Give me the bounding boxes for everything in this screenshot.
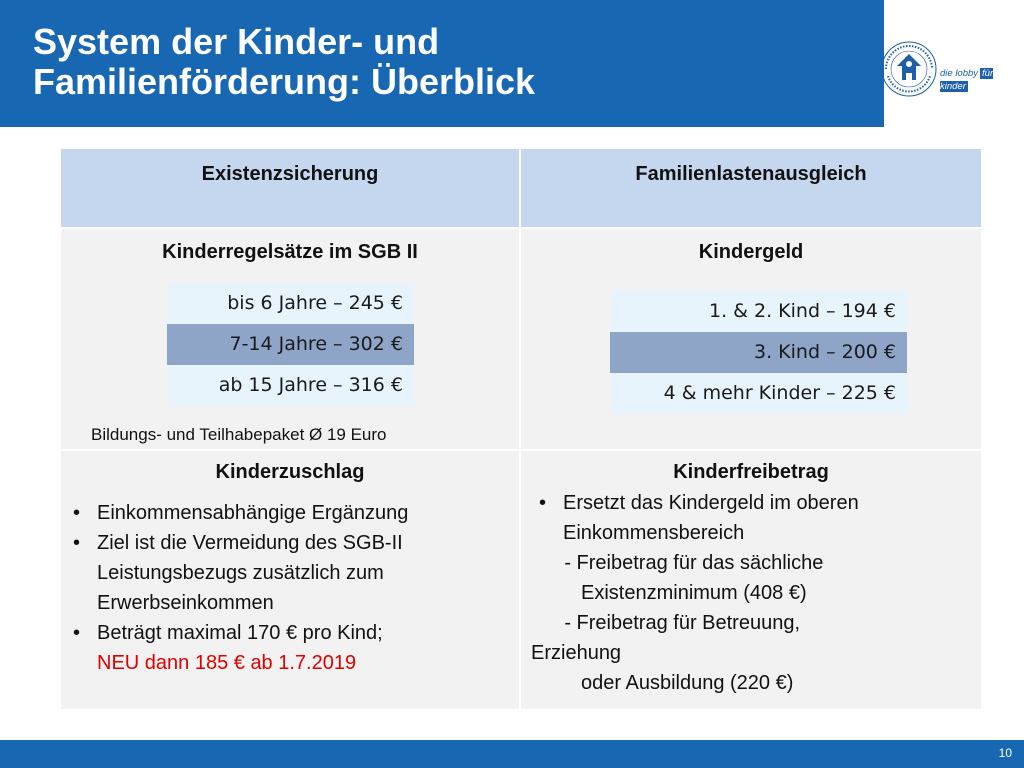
title-bar: System der Kinder- und Familienförderung… <box>0 0 884 127</box>
cell-title: Kinderfreibetrag <box>673 461 829 483</box>
list-item-text: Ersetzt das Kindergeld im oberen Einkomm… <box>563 492 859 544</box>
bullet-icon: • <box>73 622 81 644</box>
overview-table: Existenzsicherung Familienlastenausgleic… <box>61 149 981 709</box>
cell-kinderfreibetrag: Kinderfreibetrag • Ersetzt das Kindergel… <box>521 451 981 709</box>
rate-row: 3. Kind – 200 € <box>610 332 907 373</box>
text-line: - Freibetrag für Betreuung, <box>531 612 801 634</box>
bullet-icon: • <box>539 492 547 514</box>
dksb-logo <box>881 41 937 97</box>
list-item-text: Beträgt maximal 170 € pro Kind; <box>97 622 383 644</box>
cell-kindergeld: Kindergeld 1. & 2. Kind – 194 € 3. Kind … <box>521 229 981 449</box>
list-item: • Ziel ist die Vermeidung des SGB-II Lei… <box>65 528 511 618</box>
highlight-text: NEU dann 185 € ab 1.7.2019 <box>97 652 357 674</box>
logo-tagline: die lobby für kinder <box>940 67 1018 92</box>
list-item-text: Einkommensabhängige Ergänzung <box>97 502 409 524</box>
footer-bar: 10 <box>0 740 1024 768</box>
bullet-icon: • <box>73 502 81 524</box>
header-cell-familienlastenausgleich: Familienlastenausgleich <box>521 149 981 227</box>
list-item: • Einkommensabhängige Ergänzung <box>65 498 511 528</box>
regelsaetze-rates: bis 6 Jahre – 245 € 7-14 Jahre – 302 € a… <box>167 283 414 406</box>
text-line: oder Ausbildung (220 €) <box>531 672 794 694</box>
rate-row: 4 & mehr Kinder – 225 € <box>610 373 907 414</box>
list-item: • Ersetzt das Kindergeld im oberen Einko… <box>531 488 971 548</box>
rate-row: ab 15 Jahre – 316 € <box>167 365 414 406</box>
kinderzuschlag-bullets: • Einkommensabhängige Ergänzung • Ziel i… <box>65 498 511 678</box>
rate-row: 1. & 2. Kind – 194 € <box>610 291 907 332</box>
kinderfreibetrag-text: • Ersetzt das Kindergeld im oberen Einko… <box>531 488 971 698</box>
text-line: - Freibetrag für das sächliche <box>531 552 824 574</box>
cell-kinderregelsaetze: Kinderregelsätze im SGB II bis 6 Jahre –… <box>61 229 519 449</box>
list-item: • Beträgt maximal 170 € pro Kind; NEU da… <box>65 618 511 678</box>
rate-row: bis 6 Jahre – 245 € <box>167 283 414 324</box>
cell-kinderzuschlag: Kinderzuschlag • Einkommensabhängige Erg… <box>61 451 519 709</box>
cell-title: Kinderzuschlag <box>215 461 365 483</box>
kindergeld-rates: 1. & 2. Kind – 194 € 3. Kind – 200 € 4 &… <box>610 291 907 414</box>
text-line: Erziehung <box>531 642 622 664</box>
header-label: Existenzsicherung <box>201 163 379 185</box>
bildungspaket-note: Bildungs- und Teilhabepaket Ø 19 Euro <box>91 425 387 444</box>
header-label: Familienlastenausgleich <box>635 163 867 185</box>
list-item-text: Ziel ist die Vermeidung des SGB-II Leist… <box>97 532 403 614</box>
bullet-icon: • <box>73 532 81 554</box>
cell-title: Kindergeld <box>698 241 804 263</box>
logo-tag-plain: die lobby <box>940 68 979 79</box>
rate-row: 7-14 Jahre – 302 € <box>167 324 414 365</box>
header-cell-existenzsicherung: Existenzsicherung <box>61 149 519 227</box>
page-number: 10 <box>998 746 1012 760</box>
text-line: Existenzminimum (408 €) <box>531 582 807 604</box>
page-title: System der Kinder- und Familienförderung… <box>33 21 536 102</box>
cell-title: Kinderregelsätze im SGB II <box>162 241 418 263</box>
